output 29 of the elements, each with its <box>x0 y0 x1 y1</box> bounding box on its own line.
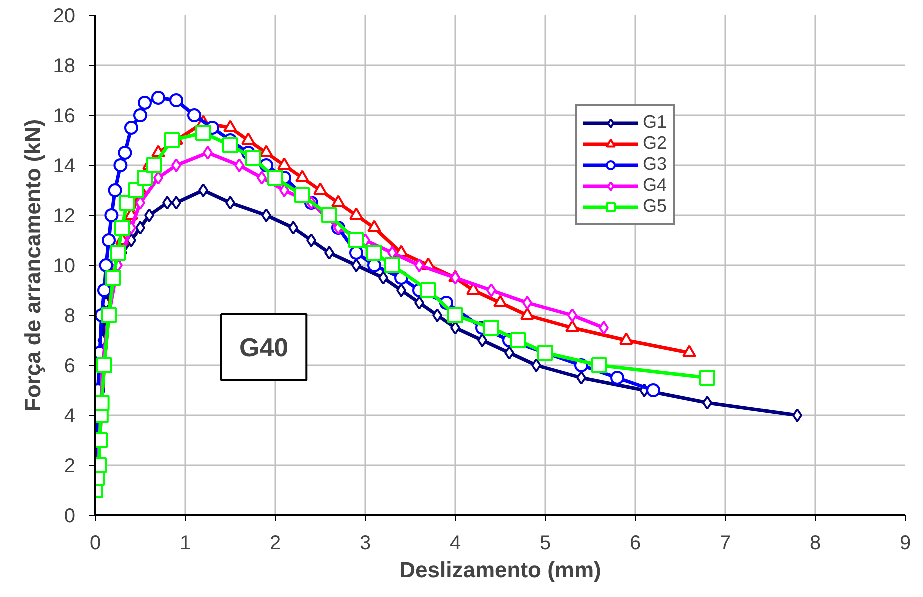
legend-label: G3 <box>643 154 668 175</box>
y-tick-label: 8 <box>64 306 76 328</box>
x-tick-label: 8 <box>810 532 822 554</box>
legend-label: G4 <box>643 175 668 196</box>
y-tick-label: 14 <box>53 156 76 178</box>
x-tick-label: 6 <box>630 532 642 554</box>
x-tick-label: 1 <box>180 532 192 554</box>
x-tick-label: 4 <box>450 532 462 554</box>
y-tick-label: 6 <box>64 356 76 378</box>
y-tick-label: 12 <box>53 206 76 228</box>
y-tick-label: 10 <box>53 256 76 278</box>
y-tick-label: 2 <box>64 456 76 478</box>
legend-label: G5 <box>643 196 668 217</box>
x-tick-label: 5 <box>540 532 552 554</box>
y-tick-label: 4 <box>64 406 76 428</box>
y-axis-title: Força de arrancamento (kN) <box>20 119 46 412</box>
x-tick-label: 3 <box>360 532 372 554</box>
y-tick-label: 16 <box>53 106 76 128</box>
y-tick-label: 20 <box>53 6 76 28</box>
x-axis-title: Deslizamento (mm) <box>400 558 602 582</box>
y-tick-label: 0 <box>64 506 76 528</box>
x-tick-label: 0 <box>90 532 102 554</box>
legend-label: G1 <box>643 112 668 133</box>
legend-label: G2 <box>643 133 668 154</box>
annotation: G40 <box>240 332 289 362</box>
y-tick-label: 18 <box>53 56 76 78</box>
x-tick-label: 9 <box>900 532 912 554</box>
x-tick-label: 2 <box>270 532 282 554</box>
x-tick-label: 7 <box>720 532 732 554</box>
